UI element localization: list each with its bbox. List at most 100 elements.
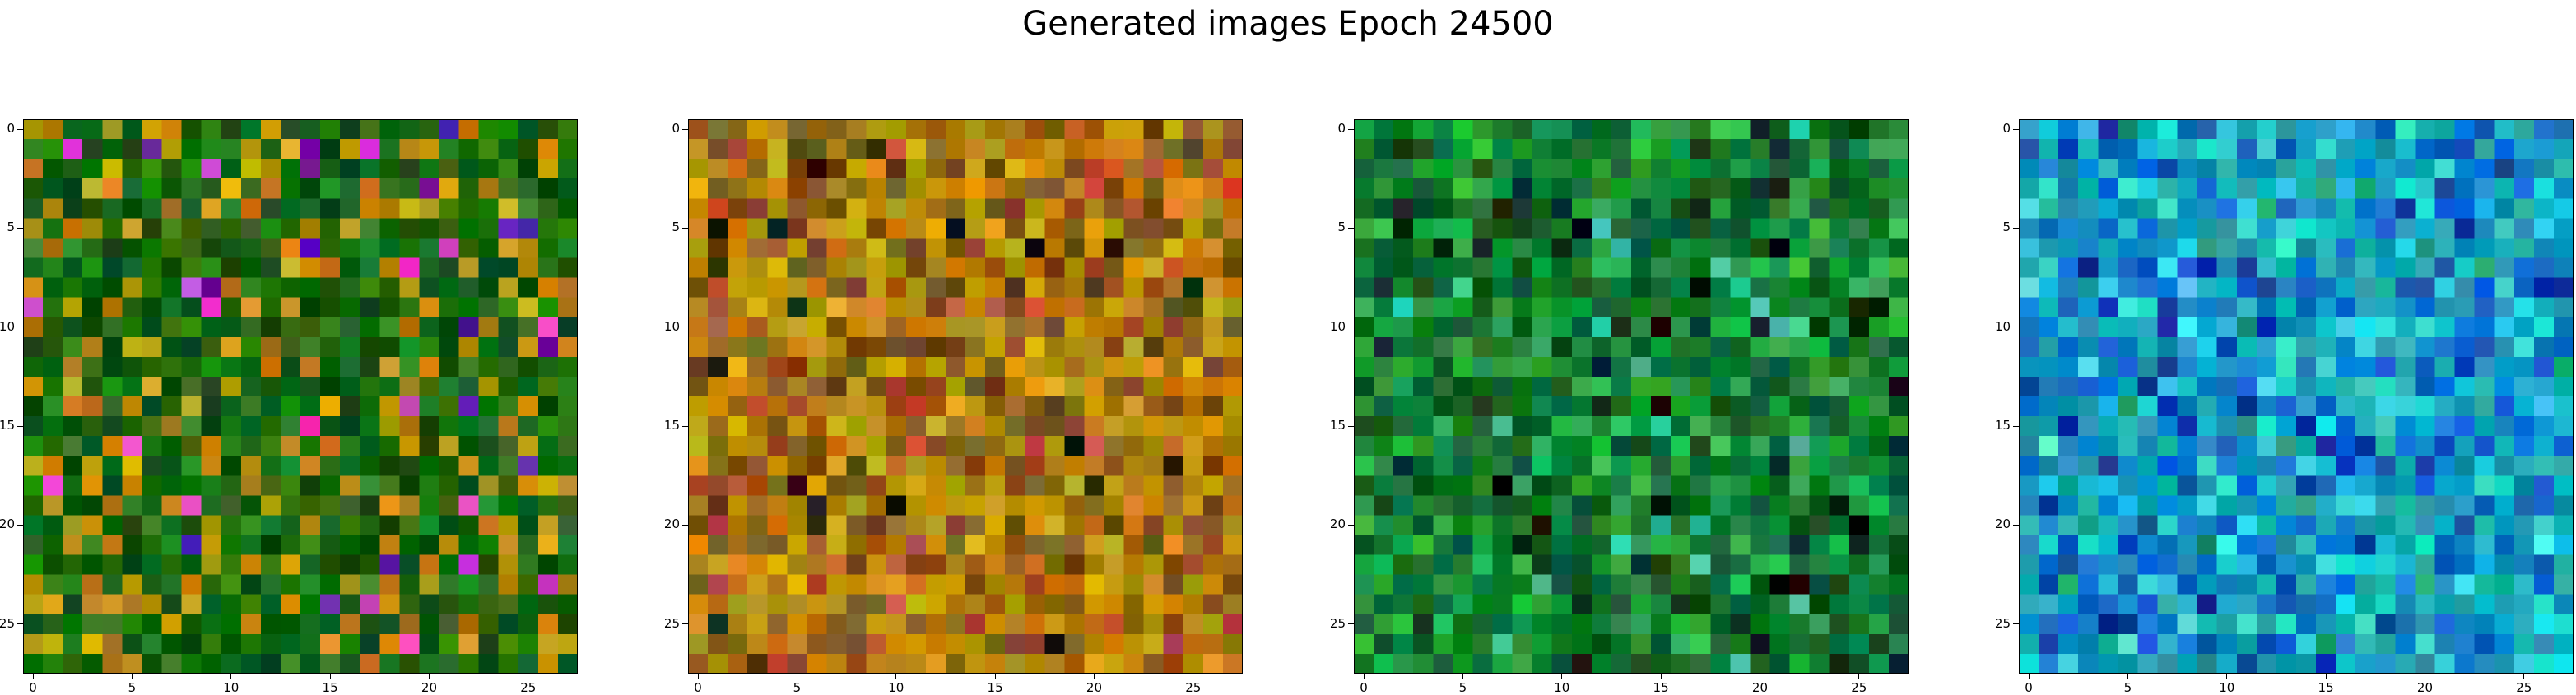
- image-1-ytick-label: 15: [0, 418, 15, 433]
- image-3-ytick-label: 25: [1329, 615, 1346, 631]
- image-2-ytick: [682, 623, 688, 625]
- image-3-xtick-label: 15: [1653, 680, 1669, 695]
- image-2-ytick: [682, 524, 688, 526]
- panel-image-2: 0 5 10 15 20 25 0 5 10 15 20 25: [664, 119, 1243, 694]
- image-1-ytick: [17, 227, 23, 229]
- image-2-xtick: [1093, 674, 1095, 679]
- image-1-ytick-label: 0: [7, 121, 15, 137]
- image-1-xtick-label: 10: [223, 680, 239, 695]
- image-3-pixels: [1354, 119, 1909, 674]
- image-1-xtick: [32, 674, 34, 679]
- image-1-xtick-label: 5: [128, 680, 137, 695]
- image-3-xtick: [1561, 674, 1563, 679]
- image-1-axes-frame: [23, 119, 578, 674]
- image-2-ytick-label: 25: [663, 615, 680, 631]
- image-2-ytick: [682, 227, 688, 229]
- image-2-ytick-label: 15: [663, 418, 680, 433]
- image-2-xtick: [994, 674, 996, 679]
- image-4-ytick: [2013, 524, 2019, 526]
- image-2-xtick-label: 10: [888, 680, 904, 695]
- image-2-ytick-label: 5: [672, 220, 680, 235]
- image-2-ytick: [682, 128, 688, 130]
- image-4-ytick-label: 25: [1994, 615, 2011, 631]
- image-1-ytick: [17, 623, 23, 625]
- image-4-ytick-label: 10: [1994, 318, 2011, 334]
- image-4-xtick: [2028, 674, 2030, 679]
- image-2-xtick: [895, 674, 897, 679]
- image-4-xtick-label: 0: [2025, 680, 2033, 695]
- image-3-xtick-label: 0: [1360, 680, 1368, 695]
- image-2-xtick-label: 5: [793, 680, 802, 695]
- image-2-ytick: [682, 425, 688, 427]
- image-2-xtick-label: 25: [1185, 680, 1202, 695]
- image-1-ytick: [17, 524, 23, 526]
- image-3-ytick-label: 0: [1337, 121, 1346, 137]
- image-3-ytick: [1348, 524, 1354, 526]
- image-3-ytick-label: 20: [1329, 517, 1346, 532]
- image-2-xtick-label: 15: [987, 680, 1003, 695]
- image-4-ytick-label: 0: [2002, 121, 2011, 137]
- image-3-ytick: [1348, 227, 1354, 229]
- image-4-ytick-label: 15: [1994, 418, 2011, 433]
- image-3-xtick-label: 5: [1458, 680, 1467, 695]
- image-3-xtick: [1462, 674, 1463, 679]
- image-2-axes-frame: [688, 119, 1243, 674]
- image-4-ytick: [2013, 425, 2019, 427]
- image-2-ytick-label: 20: [663, 517, 680, 532]
- image-2-xtick-label: 0: [694, 680, 702, 695]
- image-3-xtick-label: 25: [1851, 680, 1867, 695]
- image-1-ytick: [17, 128, 23, 130]
- panel-image-1: 0 5 10 15 20 25 0 5 10 15 20 25: [0, 119, 578, 694]
- figure-title: Generated images Epoch 24500: [1022, 5, 1554, 43]
- image-1-xtick: [131, 674, 133, 679]
- image-2-ytick-label: 0: [672, 121, 680, 137]
- image-1-ytick-label: 5: [7, 220, 15, 235]
- image-4-axes-frame: [2019, 119, 2574, 674]
- image-2-pixels: [688, 119, 1243, 674]
- image-3-ytick-label: 5: [1337, 220, 1346, 235]
- image-3-xtick: [1858, 674, 1860, 679]
- image-2-xtick-label: 20: [1086, 680, 1102, 695]
- image-1-xtick-label: 0: [29, 680, 37, 695]
- image-3-ytick: [1348, 623, 1354, 625]
- image-3-ytick-label: 15: [1329, 418, 1346, 433]
- image-1-pixels: [23, 119, 578, 674]
- panel-image-4: 0 5 10 15 20 25 0 5 10 15 20 25: [1995, 119, 2574, 694]
- image-4-xtick-label: 20: [2416, 680, 2433, 695]
- panel-image-3: 0 5 10 15 20 25 0 5 10 15 20 25: [1330, 119, 1909, 694]
- image-1-xtick-label: 25: [520, 680, 537, 695]
- image-3-xtick-label: 20: [1751, 680, 1768, 695]
- image-4-xtick: [2523, 674, 2525, 679]
- image-3-axes-frame: [1354, 119, 1909, 674]
- image-4-pixels: [2019, 119, 2574, 674]
- image-4-xtick: [2127, 674, 2128, 679]
- image-1-ytick-label: 20: [0, 517, 15, 532]
- image-1-xtick: [428, 674, 430, 679]
- image-3-ytick: [1348, 128, 1354, 130]
- image-2-xtick: [697, 674, 699, 679]
- image-4-ytick: [2013, 128, 2019, 130]
- image-4-ytick: [2013, 623, 2019, 625]
- image-1-xtick: [230, 674, 232, 679]
- image-3-ytick: [1348, 425, 1354, 427]
- image-2-ytick-label: 10: [663, 318, 680, 334]
- image-4-xtick: [2226, 674, 2228, 679]
- image-4-xtick-label: 5: [2123, 680, 2132, 695]
- image-1-ytick: [17, 425, 23, 427]
- image-4-xtick-label: 10: [2219, 680, 2235, 695]
- image-3-xtick: [1363, 674, 1365, 679]
- image-4-xtick-label: 25: [2516, 680, 2532, 695]
- image-1-ytick-label: 10: [0, 318, 15, 334]
- image-1-ytick-label: 25: [0, 615, 15, 631]
- image-4-ytick-label: 20: [1994, 517, 2011, 532]
- image-3-xtick: [1660, 674, 1662, 679]
- image-1-xtick-label: 20: [421, 680, 437, 695]
- image-1-xtick: [329, 674, 331, 679]
- image-1-xtick-label: 15: [322, 680, 338, 695]
- image-4-xtick-label: 15: [2318, 680, 2334, 695]
- image-4-ytick-label: 5: [2002, 220, 2011, 235]
- image-3-xtick-label: 10: [1554, 680, 1570, 695]
- image-3-ytick-label: 10: [1329, 318, 1346, 334]
- image-4-ytick: [2013, 227, 2019, 229]
- image-4-xtick: [2325, 674, 2327, 679]
